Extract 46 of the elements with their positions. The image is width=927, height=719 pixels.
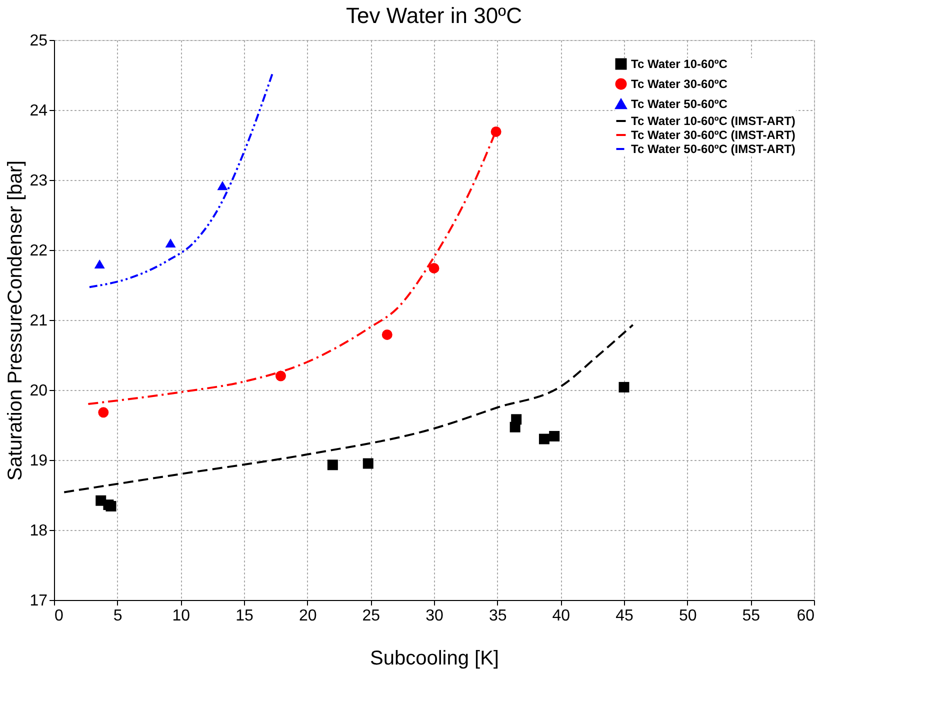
point [98, 407, 109, 418]
x-tick-label: 20 [298, 608, 317, 624]
point [428, 262, 440, 274]
x-tick-label: 60 [796, 608, 815, 624]
legend-label: Tc Water 30-60ºC [631, 77, 728, 91]
x-tick-label: 55 [742, 608, 760, 624]
y-tick-label: 17 [30, 592, 48, 610]
y-tick-label: 19 [30, 452, 48, 470]
x-tick-label: 35 [488, 608, 507, 624]
point [217, 181, 228, 190]
x-tick-label: 50 [678, 608, 697, 624]
y-tick-label: 18 [30, 522, 48, 540]
point [165, 238, 176, 248]
point [538, 434, 550, 444]
x-tick-label: 5 [113, 608, 122, 624]
point [327, 460, 338, 470]
point [362, 458, 374, 469]
x-tick-label: 15 [236, 608, 254, 624]
legend-label: Tc Water 30-60ºC (IMST-ART) [631, 128, 796, 142]
y-tick-label: 21 [30, 312, 48, 330]
legend-label: Tc Water 10-60ºC (IMST-ART) [631, 114, 796, 128]
legend-label: Tc Water 50-60ºC (IMST-ART) [631, 142, 796, 156]
y-tick-label: 25 [30, 32, 48, 50]
point [94, 259, 105, 269]
x-tick-label: 45 [616, 608, 634, 624]
y-tick-label: 20 [30, 382, 48, 400]
y-tick-label: 24 [30, 102, 48, 120]
point [382, 329, 392, 340]
x-tick-label: 0 [54, 608, 64, 624]
point [275, 370, 286, 382]
legend-label: Tc Water 50-60ºC [631, 97, 728, 111]
x-tick-label: 40 [552, 608, 570, 624]
point [618, 382, 630, 392]
point [106, 500, 116, 512]
x-tick-label: 25 [362, 608, 380, 624]
y-axis-title: Saturation PressureCondenser [bar] [4, 160, 27, 481]
x-tick-label: 30 [426, 608, 444, 624]
legend-label: Tc Water 10-60ºC [631, 57, 728, 71]
y-tick-label: 23 [30, 172, 48, 190]
x-tick-label: 10 [172, 608, 190, 624]
point [549, 430, 560, 442]
line-series [63, 324, 634, 494]
chart-title: Tev Water in 30ºC [346, 3, 522, 28]
point [510, 422, 520, 432]
y-tick-label: 22 [30, 242, 48, 260]
x-axis-title: Subcooling [K] [370, 648, 499, 670]
